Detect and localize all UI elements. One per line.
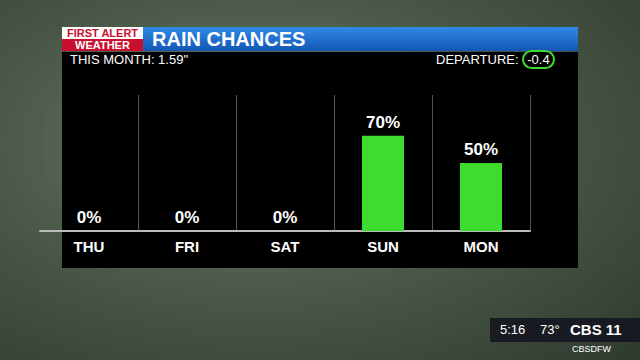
svg-text:MON: MON — [464, 238, 499, 255]
svg-text:0%: 0% — [273, 208, 298, 227]
html-text:RAIN CHANCES: RAIN CHANCES — [152, 28, 306, 50]
html-text:-0.4: -0.4 — [527, 52, 550, 67]
html-text:5:16: 5:16 — [500, 322, 526, 337]
svg-text:0%: 0% — [77, 208, 102, 227]
svg-text:50%: 50% — [464, 140, 498, 159]
svg-text:THU: THU — [74, 238, 105, 255]
svg-text:SAT: SAT — [271, 238, 300, 255]
html-text:CBS 11: CBS 11 — [570, 321, 622, 338]
html-text:CBSDFW: CBSDFW — [572, 344, 611, 354]
html-text:WEATHER: WEATHER — [75, 39, 130, 51]
svg-text:SUN: SUN — [367, 238, 399, 255]
html-text:FIRST ALERT: FIRST ALERT — [67, 27, 138, 39]
svg-text:70%: 70% — [366, 113, 400, 132]
svg-text:FRI: FRI — [175, 238, 199, 255]
html-text:THIS MONTH: 1.59": THIS MONTH: 1.59" — [70, 52, 188, 67]
svg-text:0%: 0% — [175, 208, 200, 227]
html-text:73°: 73° — [540, 322, 560, 337]
html-text:DEPARTURE:: DEPARTURE: — [436, 52, 519, 67]
